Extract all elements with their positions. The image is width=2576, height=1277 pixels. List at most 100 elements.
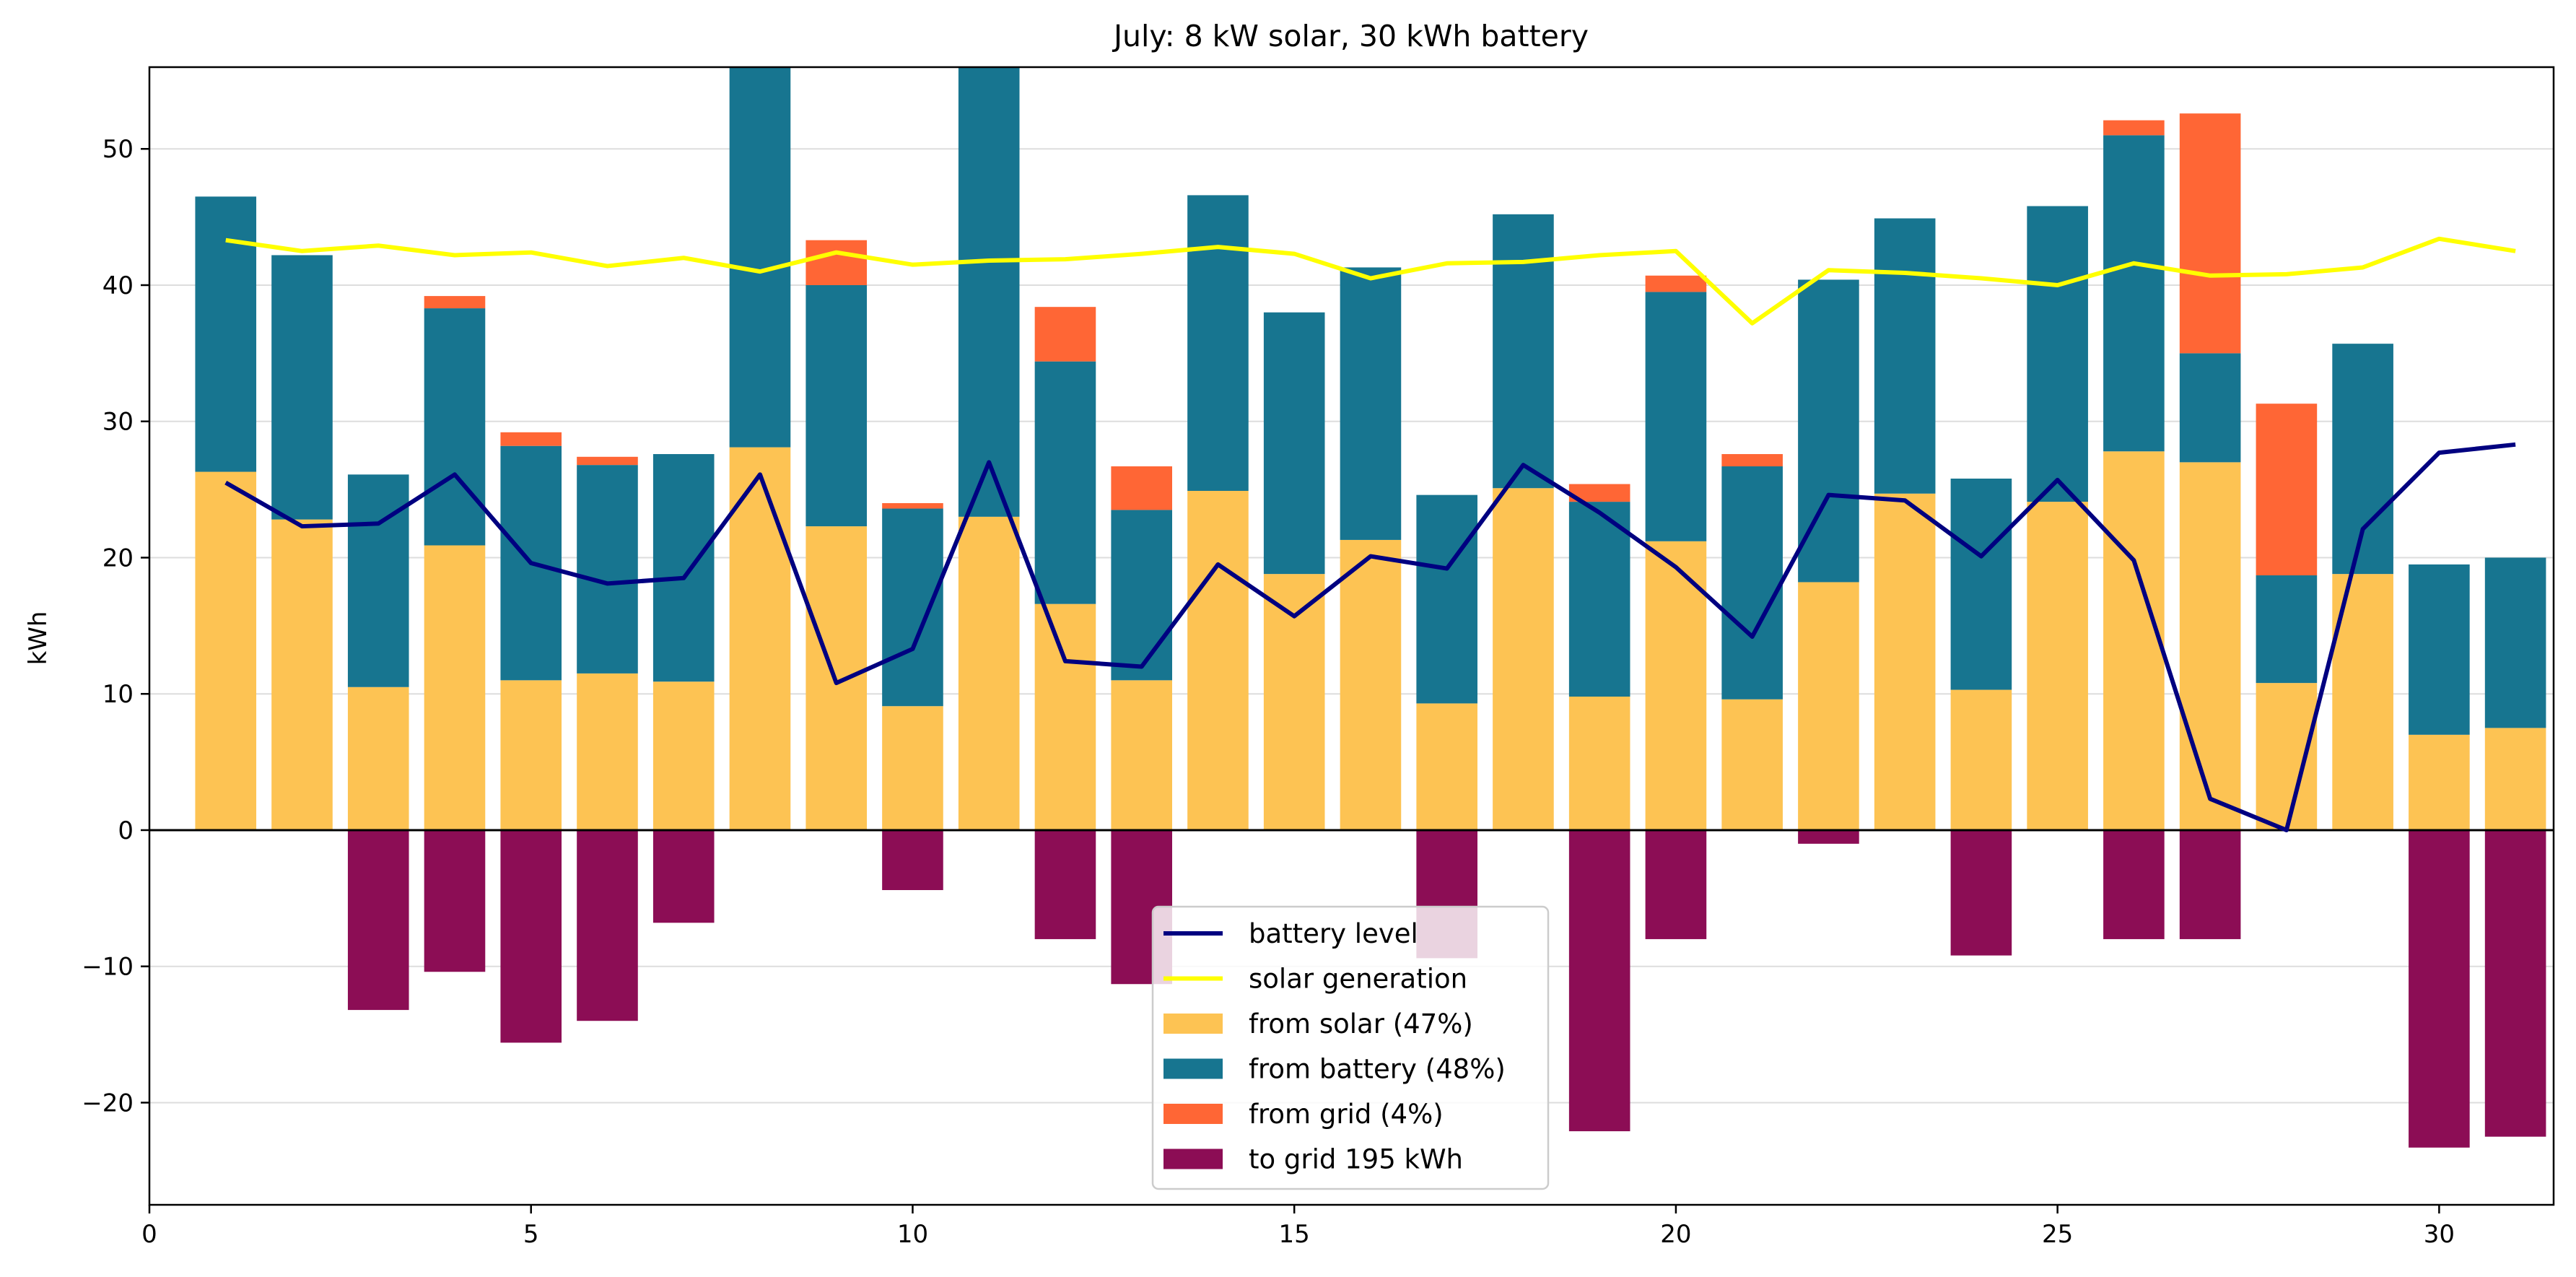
bar [1493,214,1554,489]
x-tick-label: 10 [897,1220,928,1249]
bar [958,516,1020,830]
legend-box [1151,905,1550,1190]
x-tick-label: 20 [1660,1220,1691,1249]
bar [1645,829,1707,939]
bar [1721,466,1783,699]
bar [1263,312,1325,575]
legend-label: from grid (4%) [1249,1099,1444,1130]
bar [2179,462,2241,830]
bar [1416,703,1477,830]
bar [1263,574,1325,830]
bar [1034,603,1096,830]
y-tick-label: −10 [82,953,134,982]
y-tick-label: 30 [102,408,134,437]
bars [149,67,2554,1148]
bar [1645,275,1707,292]
y-axis-label: kWh [24,611,53,666]
bar [729,447,791,830]
bar [1874,493,1936,830]
bar [577,829,638,1021]
legend-bar-swatch [1163,1149,1223,1169]
x-tick-label: 0 [141,1220,157,1249]
bar [882,508,943,707]
bar [1111,466,1172,510]
bar [2409,829,2470,1148]
series-line [224,442,2516,832]
bar [729,67,791,448]
bar [882,706,943,830]
bar [958,67,1020,517]
bar [2103,829,2165,939]
y-tick-label: 40 [102,271,134,300]
bar [805,240,868,285]
legend-bar-swatch [1163,1058,1223,1079]
bar [652,681,715,830]
bar [271,519,333,830]
bar [424,829,486,972]
bar [1568,696,1630,830]
bar [2179,829,2241,939]
bar [805,284,868,527]
bar [2484,728,2546,830]
series-line [225,236,2516,326]
bar [2103,120,2165,136]
x-tick-label: 5 [523,1220,539,1249]
legend-label: from battery (48%) [1249,1054,1506,1085]
bar [2332,344,2393,575]
bar [1798,582,1859,830]
bar [1416,494,1477,704]
bar [1340,267,1402,540]
bar [1950,689,2012,830]
axes: 0 5 10 15 20 25 30 −20 −10 0 10 20 30 40 50 [82,66,2555,1249]
bar [347,687,409,830]
bar [500,680,562,830]
bar [271,255,333,520]
bar [1721,454,1783,467]
bar [2027,502,2088,830]
bar [424,545,486,830]
legend-label: solar generation [1249,964,1467,995]
bar [2103,135,2165,452]
bar [424,308,486,546]
bar [1950,829,2012,956]
y-tick-label: −20 [82,1089,134,1117]
series-lines [224,236,2516,832]
x-tick-label: 15 [1279,1220,1310,1249]
legend-bar-swatch [1163,1014,1223,1034]
plot-frame [148,66,2555,1206]
bar [2179,353,2241,463]
legend-bar-swatch [1163,1104,1223,1124]
bar [1187,490,1249,830]
bar [2484,829,2546,1137]
bar [1111,680,1172,830]
bar [2256,683,2318,830]
bar [1721,699,1783,830]
bar [652,829,715,923]
bar [2256,575,2318,684]
y-tick-label: 10 [102,680,134,709]
legend-label: battery level [1249,918,1418,949]
y-tick-label: 20 [102,544,134,572]
bar [347,474,409,687]
bar [577,673,638,830]
bar [882,829,943,891]
bar [1798,829,1859,844]
bar [1568,502,1630,697]
bar [1493,488,1554,830]
bar [1645,541,1707,830]
bar [577,465,638,674]
chart-title: July: 8 kW solar, 30 kWh battery [1112,19,1589,53]
legend-label: to grid 195 kWh [1249,1144,1463,1175]
bar [1950,479,2012,690]
legend: battery level solar generation from solar … [1151,905,1550,1190]
bar [2484,557,2546,728]
bar [1034,361,1096,604]
bar [882,502,943,509]
bar [1187,195,1249,491]
bar [1645,292,1707,541]
legend-label: from solar (47%) [1249,1008,1473,1040]
bar [2409,564,2470,735]
bar [195,471,257,830]
y-tick-label: 50 [102,135,134,164]
